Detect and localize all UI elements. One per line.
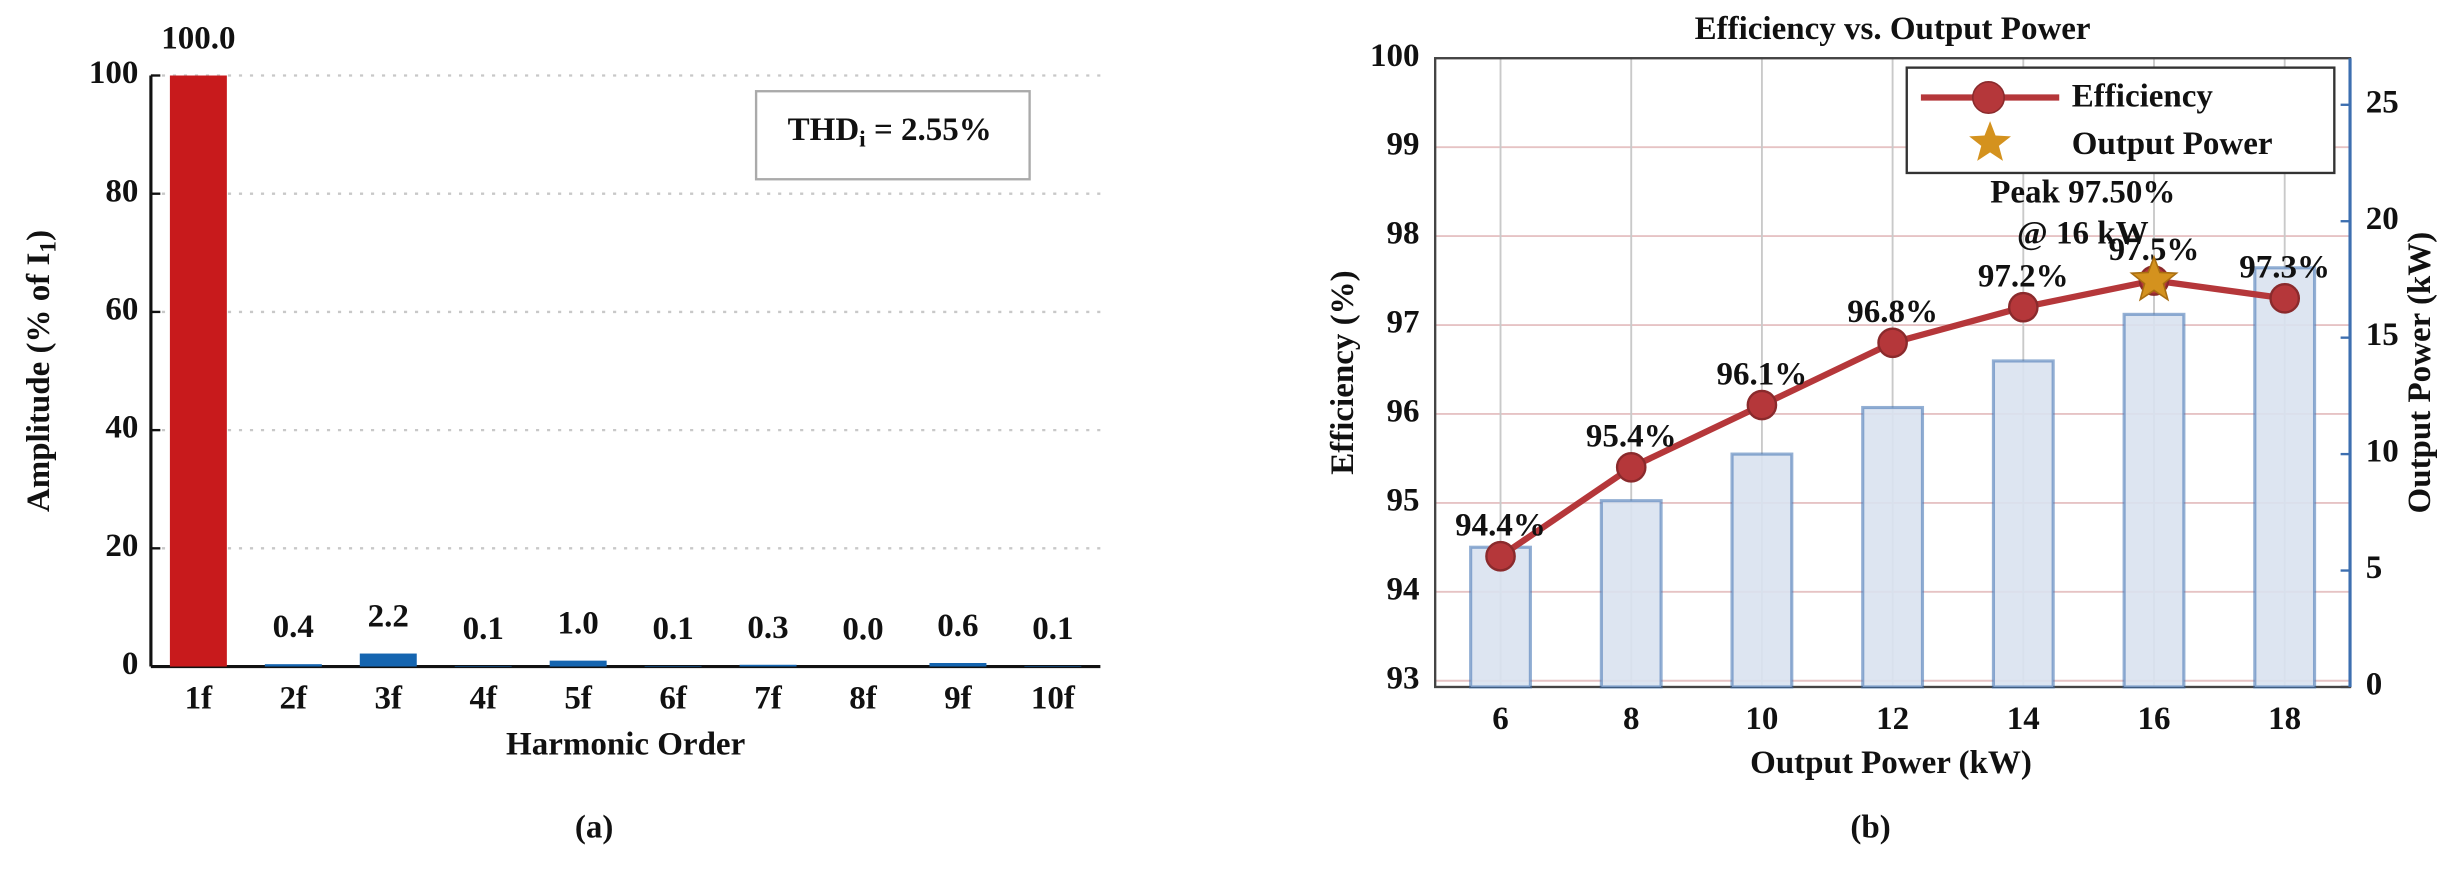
bar: [359, 653, 417, 667]
efficiency-marker: [2269, 283, 2301, 314]
peak-star: [2129, 254, 2179, 302]
bar: [169, 75, 227, 667]
x-tick-label: 2f: [280, 681, 309, 717]
y-tick-label: 100: [1370, 38, 1420, 74]
annotation-main: THD: [788, 112, 860, 148]
x-axis-label: Harmonic Order: [506, 726, 745, 762]
x-tick-label: 16: [2137, 701, 2170, 737]
value-label: 0.1: [652, 611, 693, 647]
annotation-sub: i: [859, 127, 866, 153]
y-axis-label: Amplitude (% of I1): [20, 230, 61, 512]
annotation-box: [754, 90, 1031, 181]
value-label: 94.4%: [1455, 508, 1546, 544]
y-tick-label: 99: [1386, 127, 1419, 163]
y-tick-label: 96: [1386, 394, 1419, 430]
y-tick-label: 93: [1386, 660, 1419, 696]
value-label: 0.1: [1032, 611, 1073, 647]
y-axis-label-sub: 1: [36, 241, 62, 253]
value-label: 1.0: [558, 606, 599, 642]
efficiency-marker: [2007, 291, 2039, 323]
value-label: 96.8%: [1847, 294, 1938, 330]
bar: [1599, 499, 1663, 689]
value-label: 0.0: [842, 612, 883, 648]
legend-marker: [1971, 81, 2005, 115]
legend-label: Efficiency: [2072, 79, 2214, 115]
caption: (a): [575, 810, 613, 846]
x-tick-label: 14: [2007, 701, 2040, 737]
efficiency-marker: [1615, 451, 1647, 483]
efficiency-marker: [1485, 540, 1516, 572]
x-tick-label: 12: [1876, 701, 1909, 737]
bar: [549, 660, 607, 667]
y2-tick-label: 20: [2366, 201, 2399, 237]
bar: [644, 665, 702, 667]
bar: [1991, 359, 2055, 689]
bar: [454, 665, 512, 667]
peak-label: Peak 97.50%: [1990, 175, 2175, 211]
legend-label: Output Power: [2072, 126, 2273, 162]
value-label: 2.2: [368, 599, 409, 635]
bar: [929, 662, 987, 667]
x-tick-label: 10: [1745, 701, 1778, 737]
bar: [1730, 452, 1794, 689]
y2-axis-label: Output Power (kW): [2402, 232, 2438, 514]
y-tick-label: 20: [105, 528, 138, 564]
legend-marker: [1969, 121, 2011, 161]
y2-tick-label: 5: [2366, 550, 2382, 586]
x-tick-label: 9f: [944, 681, 973, 717]
x-tick-label: 4f: [469, 681, 498, 717]
bar: [2253, 266, 2317, 689]
peak-label: @ 16 kW: [2017, 215, 2149, 251]
x-tick-label: 3f: [375, 681, 404, 717]
y2-tick-label: 10: [2366, 434, 2399, 470]
value-label: 0.6: [937, 608, 978, 644]
y-tick-label: 0: [122, 646, 139, 682]
bar: [2122, 312, 2186, 689]
x-tick-label: 1f: [185, 681, 213, 717]
x-tick-label: 7f: [754, 681, 783, 717]
y-tick-label: 100: [89, 55, 139, 91]
x-tick-label: 18: [2268, 701, 2301, 737]
annotation: THDi = 2.55%: [788, 112, 992, 153]
x-tick-label: 10f: [1031, 681, 1076, 717]
x-tick-label: 5f: [564, 681, 593, 717]
efficiency-marker: [1877, 327, 1908, 359]
y-tick-label: 97: [1386, 305, 1419, 341]
y-tick-label: 94: [1386, 571, 1419, 607]
bar: [1024, 665, 1082, 667]
chart-title: Efficiency vs. Output Power: [1695, 11, 2091, 47]
y2-tick-label: 25: [2366, 84, 2399, 120]
bar: [739, 664, 797, 667]
x-tick-label: 6f: [659, 681, 688, 717]
value-label: 96.1%: [1717, 356, 1808, 392]
y2-tick-label: 15: [2366, 317, 2399, 353]
y-tick-label: 98: [1386, 216, 1419, 252]
y-tick-label: 95: [1386, 482, 1419, 518]
value-label: 95.4%: [1586, 419, 1677, 455]
annotation-after: = 2.55%: [866, 112, 992, 148]
value-label: 97.2%: [1978, 259, 2069, 295]
value-label: 100.0: [161, 20, 235, 56]
x-tick-label: 8f: [849, 681, 878, 717]
y-tick-label: 60: [105, 291, 138, 327]
y2-tick-label: 0: [2366, 667, 2382, 703]
y-axis-label: Efficiency (%): [1325, 270, 1361, 474]
x-tick-label: 6: [1492, 701, 1509, 737]
x-axis-label: Output Power (kW): [1750, 745, 2032, 781]
bar: [1861, 405, 1925, 689]
value-label: 0.1: [463, 611, 504, 647]
value-label: 0.4: [273, 609, 314, 645]
x-tick-label: 8: [1623, 701, 1639, 737]
y-axis-label-after: ): [20, 230, 56, 241]
bar: [264, 664, 322, 667]
y-tick-label: 80: [105, 173, 138, 209]
value-label: 97.3%: [2239, 250, 2330, 286]
caption: (b): [1850, 810, 1890, 846]
value-label: 0.3: [747, 610, 788, 646]
y-axis-label-main: Amplitude (% of I: [20, 253, 56, 512]
y-tick-label: 40: [105, 410, 138, 446]
efficiency-marker: [1746, 389, 1778, 421]
